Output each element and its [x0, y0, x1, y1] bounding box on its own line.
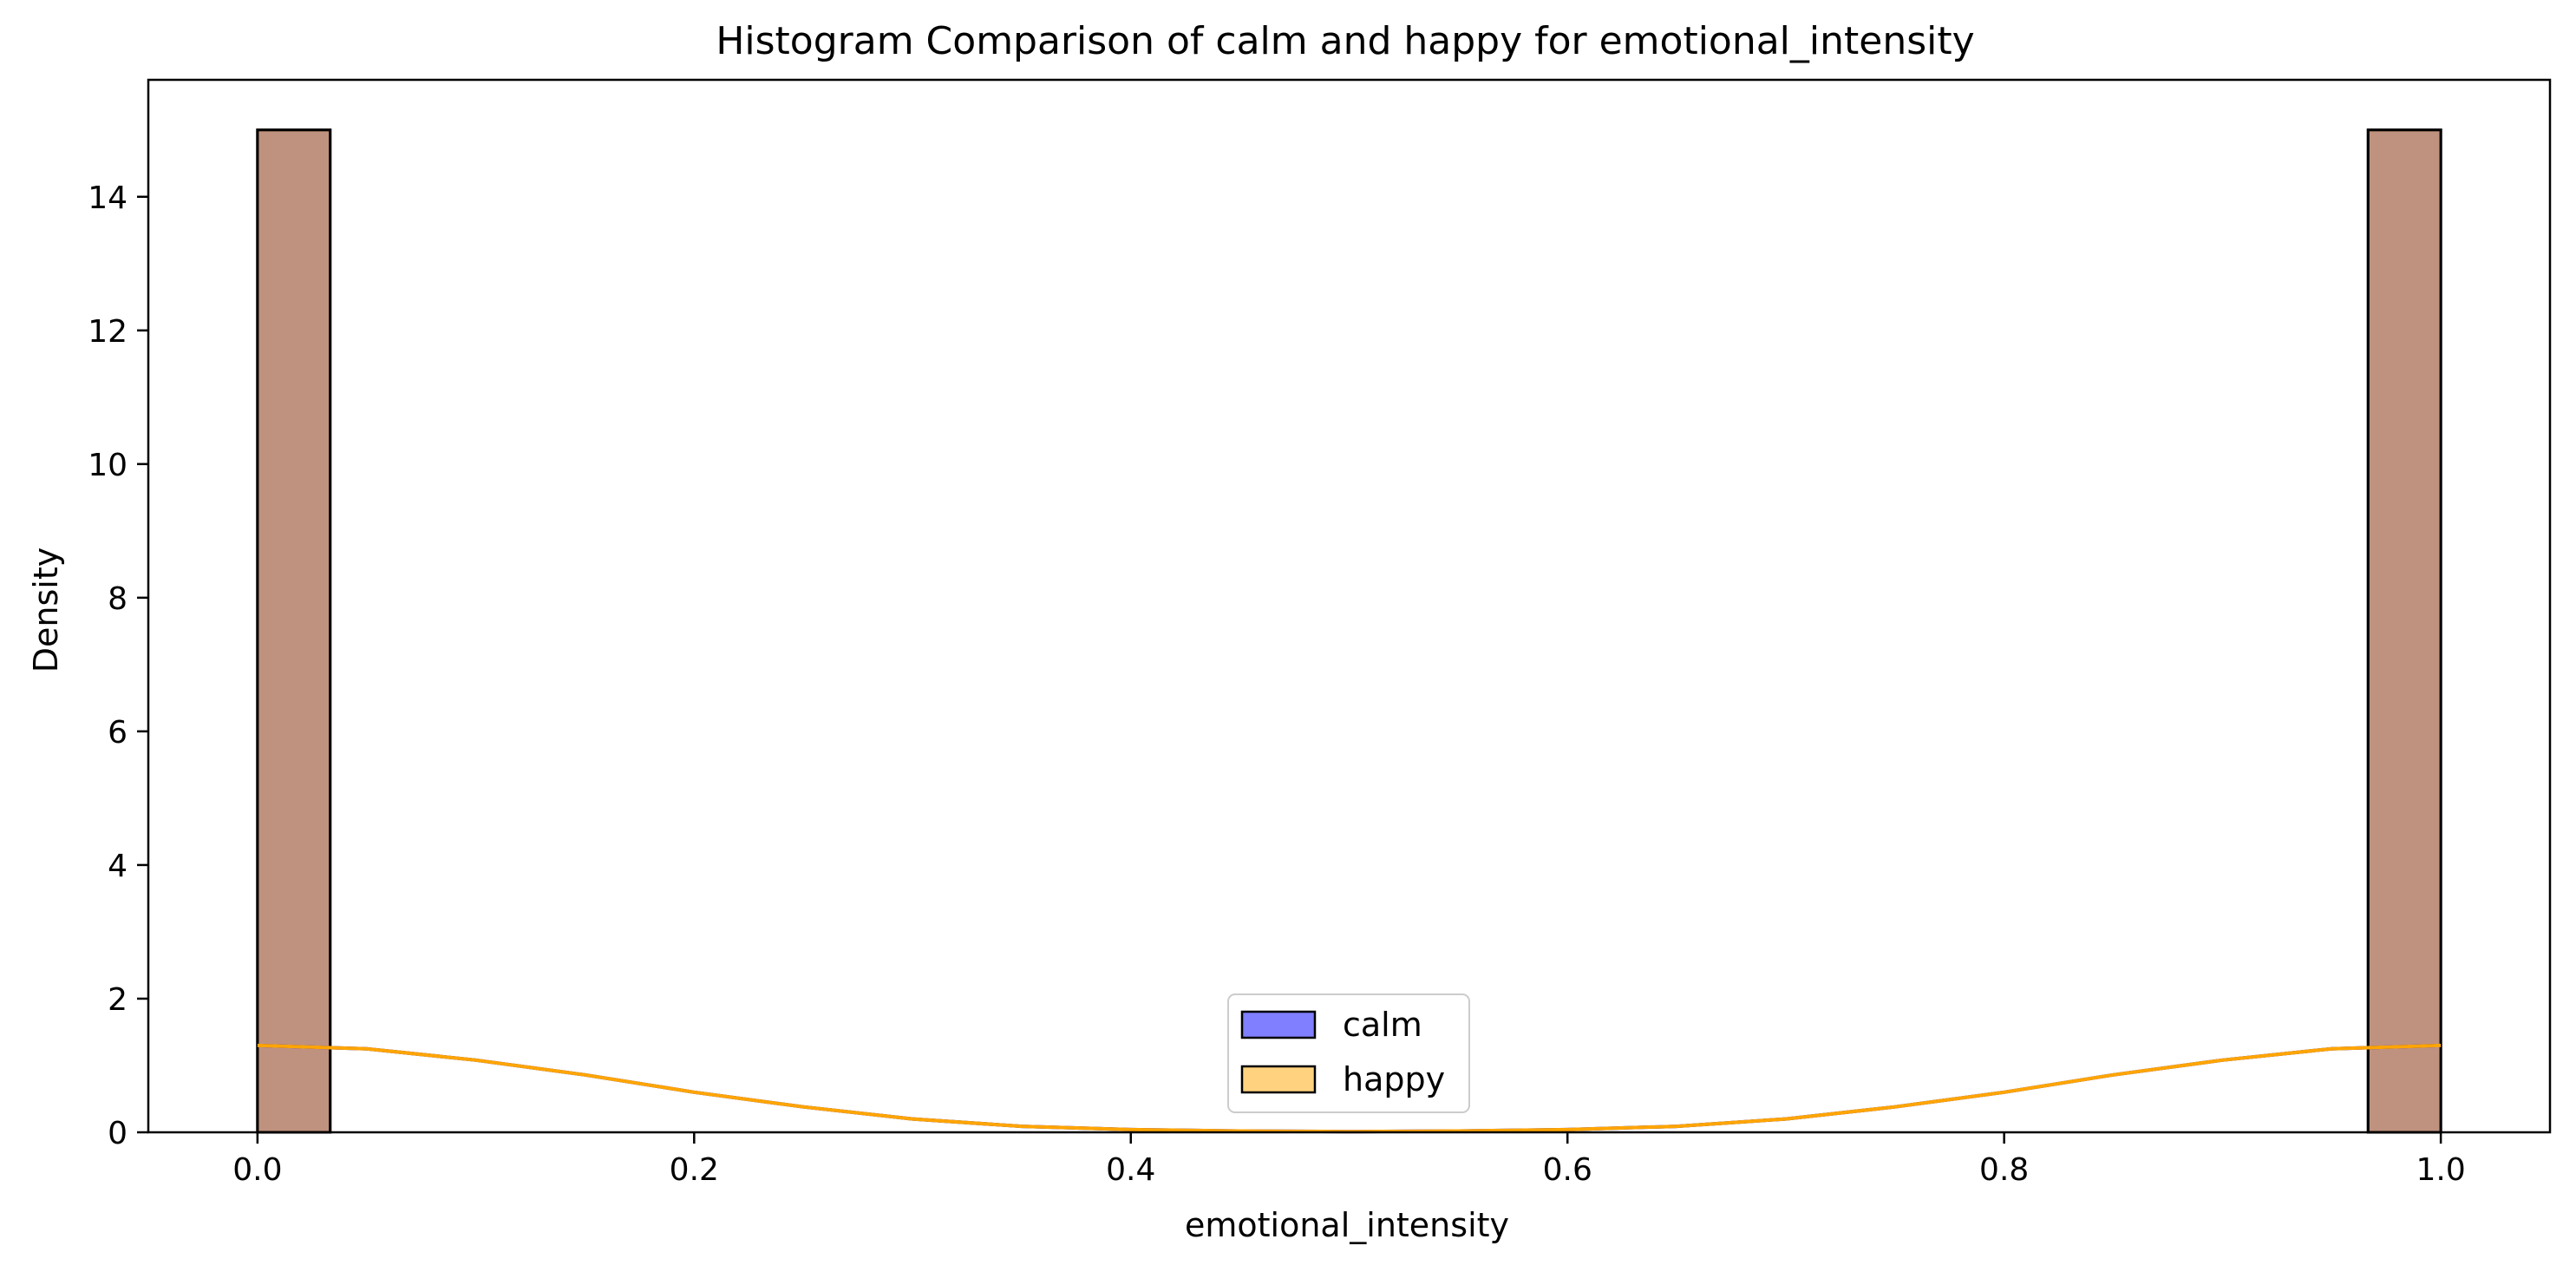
x-tick-label: 0.0 — [232, 1152, 282, 1188]
legend-swatch-calm — [1240, 1010, 1317, 1039]
plot-frame — [147, 78, 2552, 1134]
chart-title: Histogram Comparison of calm and happy f… — [716, 19, 1974, 63]
legend-label-calm: calm — [1343, 1006, 1422, 1044]
y-tick-label: 4 — [108, 849, 127, 884]
plot-area — [147, 78, 2552, 1134]
x-tick-label: 1.0 — [2416, 1152, 2466, 1188]
y-tick-label: 6 — [108, 715, 127, 751]
y-tick-label: 12 — [88, 314, 127, 350]
y-tick-label: 14 — [88, 180, 127, 216]
y-axis-label: Density — [27, 547, 65, 672]
x-axis: 0.0 0.2 0.4 0.6 0.8 1.0 — [232, 1132, 2466, 1188]
legend-label-happy: happy — [1343, 1060, 1445, 1098]
x-tick-label: 0.4 — [1106, 1152, 1155, 1188]
legend: calm happy — [1227, 993, 1470, 1113]
plot-background — [148, 80, 2550, 1132]
x-tick-label: 0.6 — [1543, 1152, 1592, 1188]
histogram-bar-happy-1 — [2366, 128, 2442, 1134]
y-axis: 0 2 4 6 8 10 12 14 — [88, 180, 148, 1151]
bars-layer — [256, 128, 2442, 1134]
x-tick-label: 0.8 — [1979, 1152, 2029, 1188]
y-tick-label: 0 — [108, 1116, 127, 1151]
x-axis-label: emotional_intensity — [1185, 1206, 1509, 1244]
legend-swatch-happy — [1240, 1065, 1317, 1094]
x-tick-label: 0.2 — [670, 1152, 719, 1188]
y-tick-label: 8 — [108, 581, 127, 617]
histogram-bar-happy-0 — [256, 128, 332, 1134]
y-tick-label: 10 — [88, 448, 127, 483]
y-tick-label: 2 — [108, 982, 127, 1018]
